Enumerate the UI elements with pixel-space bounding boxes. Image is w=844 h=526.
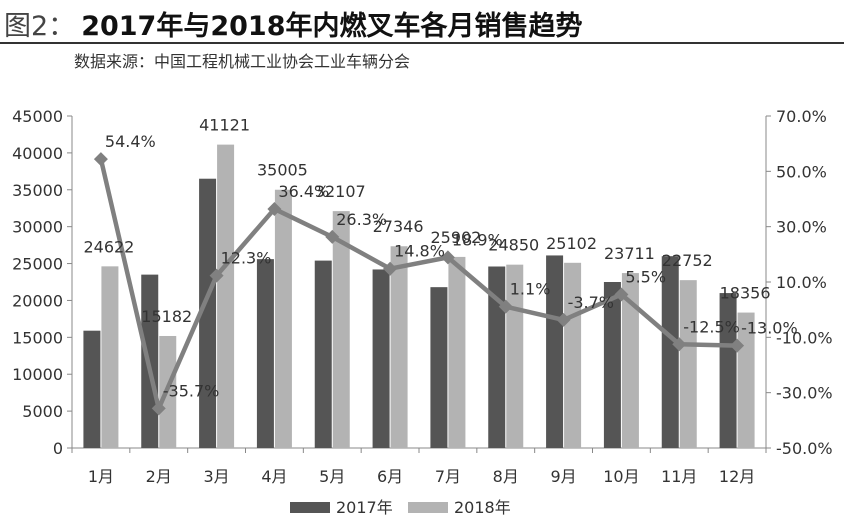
growth-marker [498, 299, 513, 314]
chart-header: 图2： 2017年与2018年内燃叉车各月销售趋势 数据来源：中国工程机械工业协会… [0, 0, 844, 88]
bar-2018-value-label: 23711 [604, 244, 655, 263]
bar-2017 [430, 287, 448, 448]
bar-2018-value-label: 25902 [430, 228, 481, 247]
bar-2017 [83, 330, 101, 448]
y-left-tick-label: 0 [53, 439, 63, 458]
x-tick-label: 2月 [146, 467, 172, 486]
bar-2018-value-label: 35005 [257, 161, 308, 180]
growth-value-label: -12.5% [683, 317, 740, 336]
growth-value-label: 5.5% [625, 267, 666, 286]
legend-swatch-2018 [408, 502, 448, 513]
y-right-tick-label: -30.0% [776, 384, 833, 403]
growth-marker [93, 152, 108, 167]
bar-2017 [314, 260, 332, 448]
x-tick-label: 5月 [319, 467, 345, 486]
bar-2018-value-label: 25102 [546, 234, 597, 253]
title-text: 2017年与2018年内燃叉车各月销售趋势 [81, 11, 583, 42]
bar-2018 [679, 280, 697, 448]
x-tick-label: 1月 [88, 467, 114, 486]
bar-2018-value-label: 32107 [315, 182, 366, 201]
growth-line [98, 158, 738, 411]
x-tick-label: 10月 [603, 467, 639, 486]
bar-2018-value-label: 15182 [141, 307, 192, 326]
legend-label-2017: 2017年 [336, 498, 393, 517]
bar-2018-value-label: 24850 [488, 236, 539, 255]
bar-2018-value-label: 24622 [83, 237, 134, 256]
bar-2017 [719, 293, 737, 448]
growth-value-label: 54.4% [105, 132, 156, 151]
y-right-tick-label: -10.0% [776, 328, 833, 347]
chart-title: 图2： 2017年与2018年内燃叉车各月销售趋势 [4, 4, 582, 43]
x-tick-label: 3月 [203, 467, 229, 486]
growth-marker [209, 268, 224, 283]
y-right-tick-label: 10.0% [776, 273, 827, 292]
y-left-tick-label: 15000 [12, 328, 63, 347]
bar-2018 [101, 266, 119, 448]
figure-label: 图2： [4, 11, 76, 42]
bar-2017 [199, 178, 217, 448]
y-left-tick-label: 30000 [12, 218, 63, 237]
source-note: 数据来源：中国工程机械工业协会工业车辆分会 [74, 52, 411, 71]
growth-marker [267, 201, 282, 216]
bar-2018 [621, 273, 639, 448]
bar-2018 [217, 144, 235, 448]
bar-2018 [332, 211, 350, 448]
title-rule [0, 42, 844, 44]
y-left-tick-label: 25000 [12, 255, 63, 274]
growth-marker [383, 261, 398, 276]
y-right-tick-label: -50.0% [776, 439, 833, 458]
bar-2017 [546, 255, 564, 448]
bar-2018-value-label: 27346 [373, 217, 424, 236]
x-tick-label: 7月 [435, 467, 461, 486]
growth-marker [440, 250, 455, 265]
legend-swatch-2017 [290, 502, 330, 513]
x-tick-label: 6月 [377, 467, 403, 486]
y-left-tick-label: 10000 [12, 365, 63, 384]
growth-value-label: -3.7% [568, 293, 614, 312]
x-tick-label: 11月 [661, 467, 697, 486]
y-left-tick-label: 45000 [12, 107, 63, 126]
y-right-tick-label: 70.0% [776, 107, 827, 126]
y-left-tick-label: 20000 [12, 291, 63, 310]
y-left-tick-label: 40000 [12, 144, 63, 163]
bar-2017 [372, 269, 390, 448]
bar-2017 [603, 282, 621, 448]
growth-marker [614, 287, 629, 302]
y-left-tick-label: 5000 [22, 402, 63, 421]
growth-marker [151, 401, 166, 416]
x-tick-label: 9月 [550, 467, 576, 486]
growth-value-label: -13.0% [741, 319, 798, 338]
x-tick-label: 12月 [719, 467, 755, 486]
bar-2018-value-label: 18356 [720, 284, 771, 303]
growth-value-label: 26.3% [336, 210, 387, 229]
y-right-tick-label: 30.0% [776, 218, 827, 237]
bar-2017 [661, 256, 679, 448]
bar-2017 [488, 266, 506, 448]
growth-marker [672, 337, 687, 352]
bar-2018 [274, 189, 292, 448]
bar-2018 [448, 256, 466, 448]
growth-value-label: 14.8% [394, 242, 445, 261]
growth-value-label: -35.7% [163, 381, 220, 400]
legend-label-2018: 2018年 [454, 498, 511, 517]
bar-2018-value-label: 41121 [199, 116, 250, 135]
bar-2017 [256, 259, 274, 448]
growth-value-label: 1.1% [510, 280, 551, 299]
bar-2018 [564, 262, 582, 448]
x-tick-label: 8月 [493, 467, 519, 486]
growth-marker [730, 338, 745, 353]
x-tick-label: 4月 [261, 467, 287, 486]
growth-marker [556, 312, 571, 327]
y-left-tick-label: 35000 [12, 181, 63, 200]
bar-2018 [390, 246, 408, 448]
growth-marker [325, 229, 340, 244]
bar-2018-value-label: 22752 [662, 251, 713, 270]
growth-value-label: 36.4% [278, 182, 329, 201]
growth-value-label: 18.9% [452, 230, 503, 249]
growth-value-label: 12.3% [221, 249, 272, 268]
y-right-tick-label: 50.0% [776, 162, 827, 181]
